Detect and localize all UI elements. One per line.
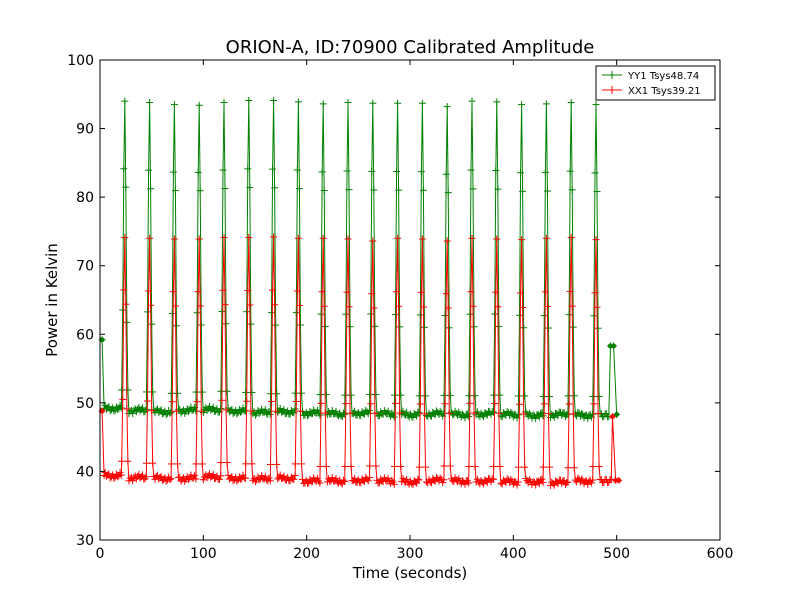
series-start-point bbox=[99, 337, 105, 343]
series-start-point bbox=[99, 408, 105, 414]
x-tick-label: 500 bbox=[603, 546, 630, 562]
x-tick-label: 300 bbox=[397, 546, 424, 562]
x-axis-label: Time (seconds) bbox=[352, 564, 468, 582]
y-tick-label: 90 bbox=[76, 122, 94, 138]
x-tick-label: 100 bbox=[190, 546, 217, 562]
plot-area bbox=[98, 96, 623, 489]
y-tick-label: 70 bbox=[76, 259, 94, 275]
y-tick-label: 50 bbox=[76, 396, 94, 412]
legend-label-0: YY1 Tsys48.74 bbox=[627, 71, 699, 82]
legend: YY1 Tsys48.74 XX1 Tsys39.21 bbox=[595, 65, 716, 101]
series-tail-point bbox=[614, 412, 620, 418]
series-tail-point bbox=[610, 414, 616, 420]
y-tick-label: 30 bbox=[76, 533, 94, 549]
legend-box bbox=[595, 65, 716, 101]
y-tick-label: 40 bbox=[76, 464, 94, 480]
series-tail-point bbox=[616, 477, 622, 483]
legend-label-1: XX1 Tsys39.21 bbox=[628, 86, 701, 97]
axes: 0 100 200 300 400 500 600 30 40 50 60 70 80 90 100 bbox=[67, 53, 733, 562]
y-tick-label: 80 bbox=[76, 190, 94, 206]
series-tail-point bbox=[611, 343, 617, 349]
y-tick-label: 60 bbox=[76, 327, 94, 343]
x-tick-label: 400 bbox=[500, 546, 527, 562]
series-markers-0 bbox=[98, 96, 621, 423]
x-tick-label: 600 bbox=[707, 546, 734, 562]
x-tick-label: 0 bbox=[96, 546, 105, 562]
x-tick-label: 200 bbox=[293, 546, 320, 562]
y-tick-label: 100 bbox=[67, 53, 94, 69]
y-axis-label: Power in Kelvin bbox=[43, 243, 61, 357]
chart-title: ORION-A, ID:70900 Calibrated Amplitude bbox=[226, 37, 595, 58]
